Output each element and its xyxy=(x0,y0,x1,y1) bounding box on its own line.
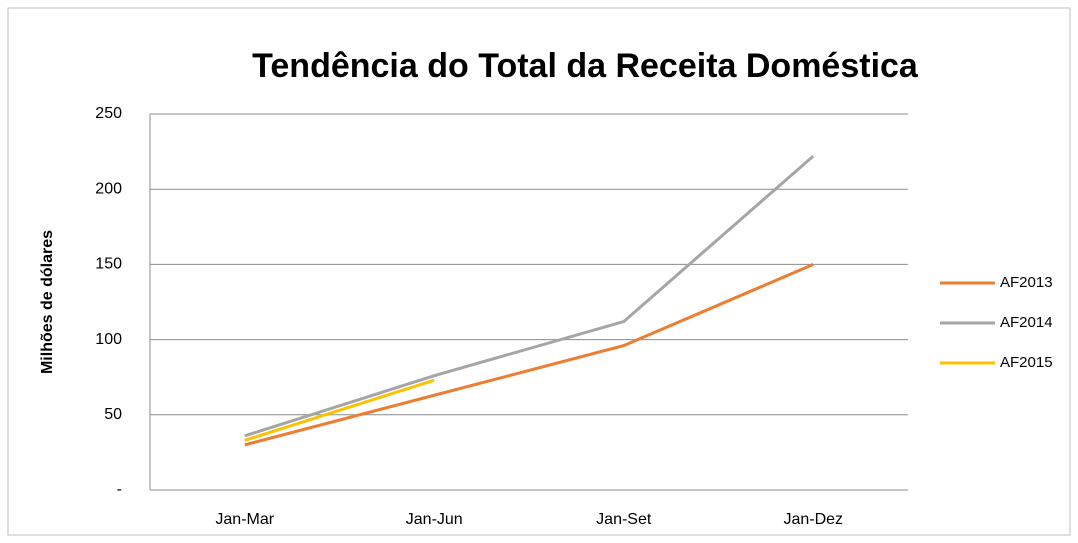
x-tick-label: Jan-Set xyxy=(596,511,652,528)
legend-label: AF2015 xyxy=(1000,354,1053,371)
x-tick-label: Jan-Dez xyxy=(783,511,843,528)
series-line xyxy=(244,154,815,438)
x-tick-label: Jan-Jun xyxy=(406,511,463,528)
y-tick-label: 100 xyxy=(95,331,122,348)
chart-border xyxy=(7,7,1071,536)
legend-label: AF2013 xyxy=(1000,274,1053,291)
y-tick-label: 250 xyxy=(95,105,122,122)
y-axis-label: Milhões de dólares xyxy=(39,230,56,374)
y-tick-label: 150 xyxy=(95,256,122,273)
x-tick-label: Jan-Mar xyxy=(215,511,274,528)
y-tick-label: 50 xyxy=(104,406,122,423)
series-line xyxy=(244,378,435,442)
series-line xyxy=(244,263,814,447)
y-tick-label: - xyxy=(117,481,122,498)
y-tick-label: 200 xyxy=(95,180,122,197)
legend-label: AF2014 xyxy=(1000,314,1053,331)
chart-title: Tendência do Total da Receita Doméstica xyxy=(252,47,919,85)
